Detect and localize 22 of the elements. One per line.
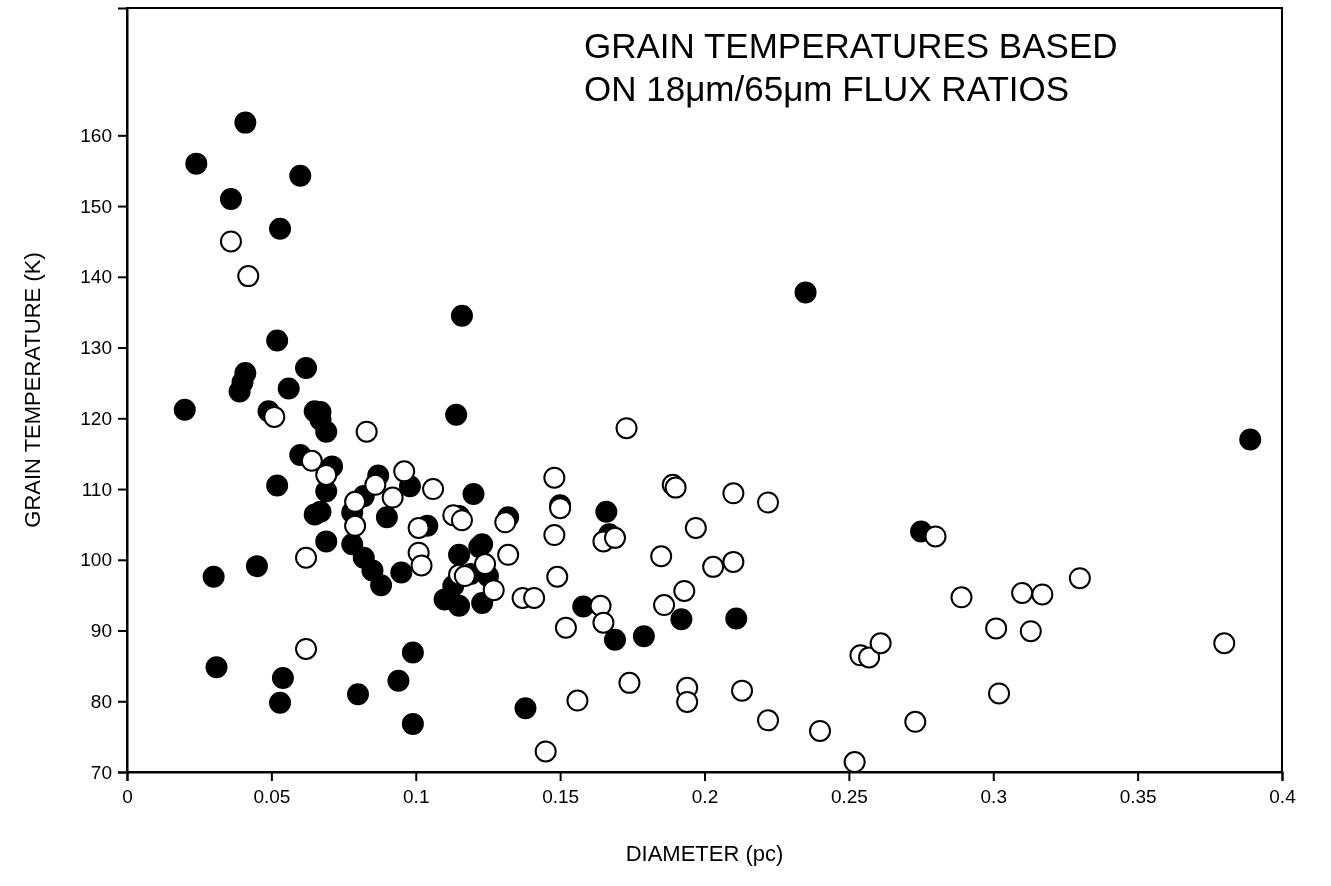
x-tick-label: 0.3: [980, 786, 1007, 808]
y-tick-label: 120: [80, 407, 112, 429]
x-tick-label: 0.25: [830, 786, 868, 808]
x-tick-label: 0.35: [1119, 786, 1157, 808]
y-tick-label: 100: [80, 549, 112, 571]
annotation: GRAIN TEMPERATURES BASED ON 18μm/65μm FLUX RATIOS: [584, 26, 1118, 108]
y-tick-label: 90: [90, 620, 112, 642]
y-tick-label: 140: [80, 266, 112, 288]
x-tick-label: 0.4: [1269, 786, 1297, 808]
x-tick-label: 0: [122, 786, 133, 808]
x-tick-label: 0.2: [691, 786, 719, 808]
x-tick-label: 0.15: [542, 786, 580, 808]
x-tick-label: 0.05: [253, 786, 291, 808]
x-tick-label: 0.1: [403, 786, 430, 808]
x-axis-title: DIAMETER (pc): [625, 841, 784, 866]
y-tick-label: 110: [81, 478, 112, 500]
y-tick-label: 70: [90, 761, 112, 783]
y-tick-label: 160: [80, 124, 112, 146]
y-tick-label: 130: [80, 337, 112, 359]
y-tick-label: 80: [90, 690, 112, 712]
y-axis-title: GRAIN TEMPERATURE (K): [20, 252, 45, 528]
y-tick-label: 150: [80, 195, 112, 217]
